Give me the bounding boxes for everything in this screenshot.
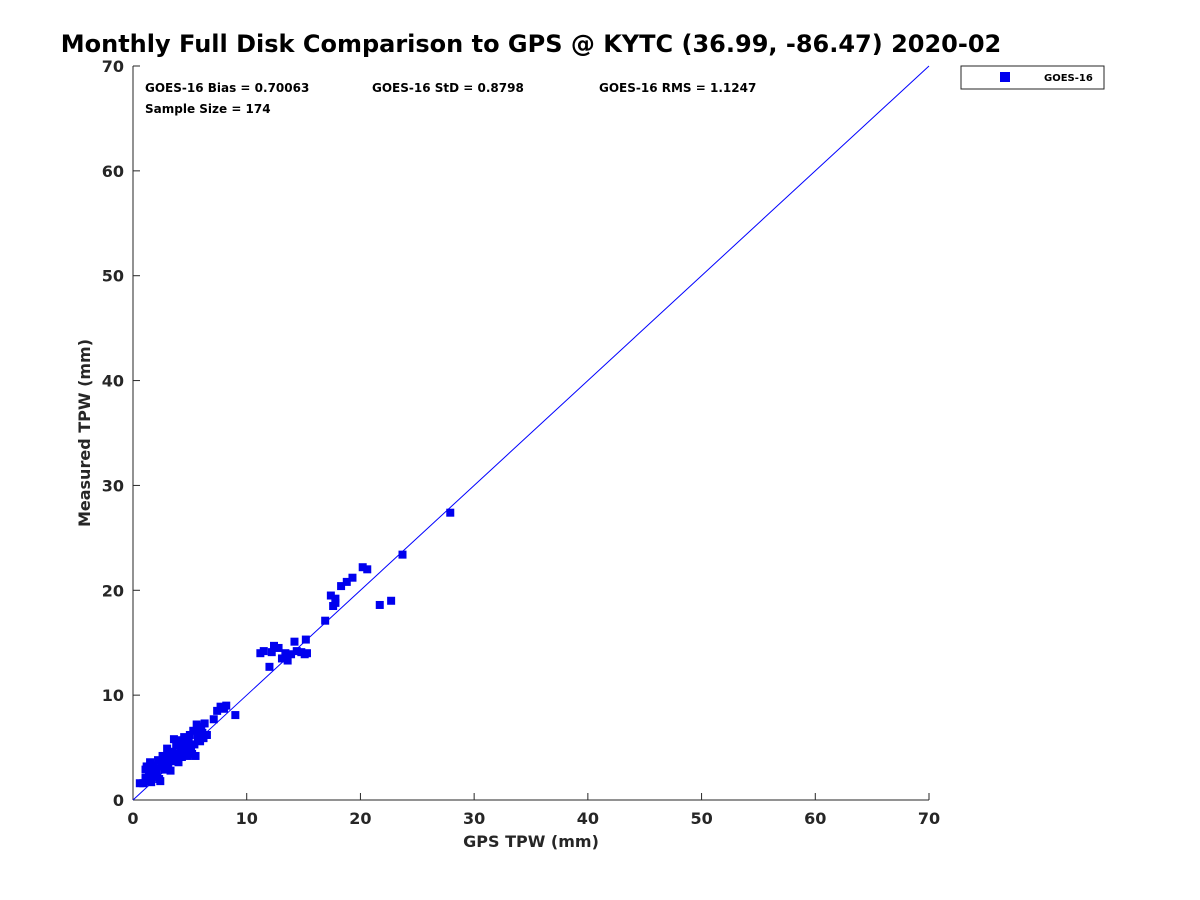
data-point (209, 715, 218, 724)
data-point (154, 756, 163, 765)
data-point (193, 733, 202, 742)
data-point (292, 647, 301, 656)
data-point (185, 730, 194, 739)
data-point (189, 726, 198, 735)
data-point (331, 598, 340, 607)
data-point (176, 745, 185, 754)
data-point (222, 701, 231, 710)
std-annotation: GOES-16 StD = 0.8798 (372, 81, 524, 95)
data-point (283, 656, 292, 665)
data-point (375, 600, 384, 609)
x-tick-label: 40 (577, 809, 599, 828)
data-point (274, 643, 283, 652)
data-point (163, 744, 172, 753)
data-point (446, 508, 455, 517)
data-point (183, 751, 192, 760)
y-tick-label: 20 (102, 581, 124, 600)
chart-title: Monthly Full Disk Comparison to GPS @ KY… (60, 30, 1002, 58)
data-point (387, 596, 396, 605)
y-tick-label: 10 (102, 686, 124, 705)
data-point (142, 762, 151, 771)
data-point (281, 649, 290, 658)
data-point (158, 751, 167, 760)
y-axis-label: Measured TPW (mm) (75, 339, 94, 527)
data-point (337, 582, 346, 591)
data-point (190, 740, 199, 749)
data-point (172, 741, 181, 750)
data-point (287, 650, 296, 659)
data-point (277, 654, 286, 663)
y-tick-label: 0 (113, 791, 124, 810)
y-tick-label: 70 (102, 57, 124, 76)
data-point (302, 649, 311, 658)
reference-line (132, 65, 930, 801)
x-tick-label: 20 (349, 809, 371, 828)
data-point (213, 706, 222, 715)
y-tick-label: 60 (102, 162, 124, 181)
data-point (161, 758, 170, 767)
y-tick-label: 50 (102, 267, 124, 286)
bias-annotation: GOES-16 Bias = 0.70063 (145, 81, 309, 95)
data-point (180, 733, 189, 742)
data-point (198, 728, 207, 737)
scatter-points (135, 508, 455, 788)
axes (132, 66, 929, 801)
data-point (151, 764, 160, 773)
data-point (156, 777, 165, 786)
data-point (267, 648, 276, 657)
data-point (182, 742, 191, 751)
data-point (192, 720, 201, 729)
data-point (144, 770, 153, 779)
data-point (191, 751, 200, 760)
data-point (184, 737, 193, 746)
legend-label-goes16: GOES-16 (1044, 73, 1093, 84)
data-point (265, 662, 274, 671)
data-point (150, 772, 159, 781)
data-point (147, 778, 156, 787)
legend: GOES-16 (960, 65, 1105, 90)
data-point (348, 573, 357, 582)
data-point (259, 647, 268, 656)
rms-annotation: GOES-16 RMS = 1.1247 (599, 81, 756, 95)
data-point (326, 591, 335, 600)
sample-size-annotation: Sample Size = 174 (145, 102, 271, 116)
legend-marker-goes16 (1000, 72, 1010, 82)
data-point (342, 577, 351, 586)
data-point (231, 711, 240, 720)
data-point (177, 753, 186, 762)
data-point (200, 719, 209, 728)
y-tick-label: 30 (102, 476, 124, 495)
ticks: 0 10 20 30 40 50 60 70 0 10 20 30 40 50 60 70 (102, 57, 940, 828)
data-point (321, 616, 330, 625)
y-tick-label: 40 (102, 372, 124, 391)
data-point (166, 766, 175, 775)
data-point (270, 641, 279, 650)
data-point (358, 563, 367, 572)
data-point (174, 758, 183, 767)
x-tick-label: 50 (690, 809, 712, 828)
x-tick-label: 30 (463, 809, 485, 828)
data-point (168, 747, 177, 756)
data-point (169, 735, 178, 744)
data-point (181, 747, 190, 756)
x-tick-label: 60 (804, 809, 826, 828)
data-point (173, 749, 182, 758)
x-tick-label: 0 (127, 809, 138, 828)
data-point (331, 594, 340, 603)
x-axis-label: GPS TPW (mm) (463, 832, 599, 851)
data-point (301, 635, 310, 644)
data-point (202, 730, 211, 739)
data-point (398, 550, 407, 559)
data-point (290, 637, 299, 646)
legend-box (960, 65, 1105, 90)
data-point (363, 565, 372, 574)
data-point (152, 768, 161, 777)
data-point (139, 779, 148, 788)
x-tick-label: 70 (918, 809, 940, 828)
x-tick-label: 10 (236, 809, 258, 828)
